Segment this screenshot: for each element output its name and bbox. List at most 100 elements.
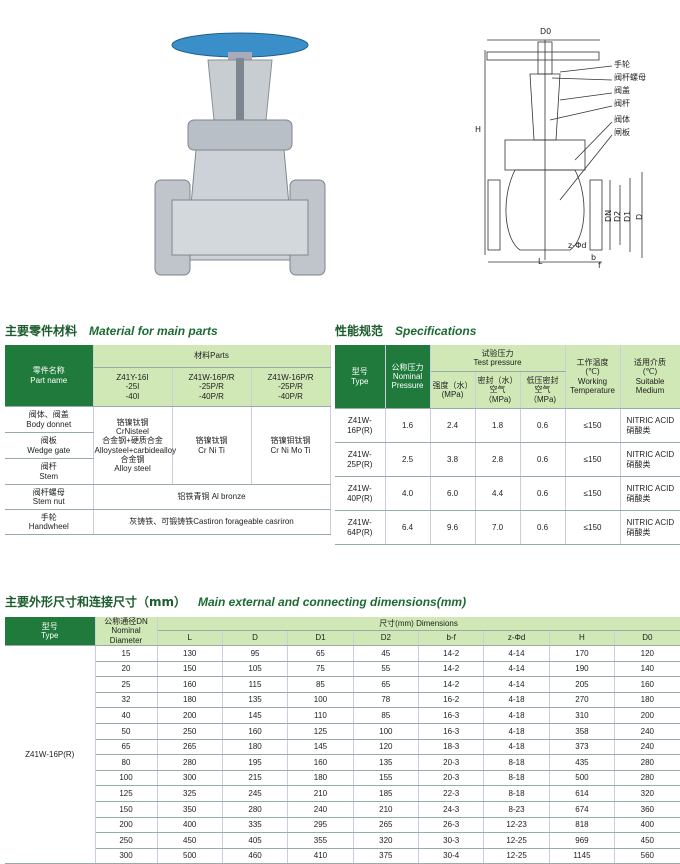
cell: 20 — [95, 661, 158, 678]
cell-text: 240 — [640, 726, 655, 736]
cell: 1.8 — [475, 408, 521, 443]
cell-text: Stem nut — [32, 497, 65, 506]
cell-text: 265 — [183, 742, 197, 752]
header-cell: L — [157, 630, 223, 646]
cell-text: 85 — [315, 679, 325, 689]
cell-text: 3.8 — [446, 454, 459, 464]
cell-text: 4-14 — [508, 679, 525, 689]
cell: ≤150 — [565, 442, 621, 477]
cell: 265 — [353, 817, 420, 834]
header-cell: 低压密封 空气（MPa) — [520, 371, 566, 409]
cell-text: -25P/R — [278, 382, 303, 392]
cell-text: 145 — [313, 742, 328, 752]
cell-text: 250 — [119, 835, 133, 845]
cell: 150 — [95, 801, 158, 818]
cell-text: Type — [351, 376, 369, 386]
cell-text: D — [252, 633, 258, 643]
cell-text: 200 — [183, 711, 197, 721]
cell-text: Z41W-16P/R — [188, 373, 235, 383]
specifications-table: 型号 Type 公称压力 Nominal Pressure 试验压力 Test pressu… — [335, 345, 680, 545]
cell: 200 — [95, 817, 158, 834]
cell: 铬镍钛钢 Cr Ni Ti — [172, 406, 252, 485]
cell: 4-18 — [483, 692, 550, 709]
cell-text: 50 — [121, 726, 131, 736]
cell-text: 强度（水） — [432, 380, 473, 390]
cell: 50 — [95, 723, 158, 740]
cell-text: 公称通径DN — [104, 617, 148, 627]
cell-text: 200 — [119, 820, 133, 830]
cell-text: 22-3 — [443, 789, 460, 799]
cell: 4-14 — [483, 676, 550, 693]
cell-text: Nominal — [111, 626, 141, 636]
cell-text: 160 — [183, 679, 197, 689]
cell: 阀杆螺母 Stem nut — [5, 484, 94, 510]
cell: 灰铸铁、可锻铸铁Castiron forageable casriron — [93, 509, 331, 535]
cell: 4-18 — [483, 723, 550, 740]
table-body: 型号 Type 公称压力 Nominal Pressure 试验压力 Test pressu… — [335, 345, 680, 545]
cell-text: Z41W-25P(R) — [347, 450, 373, 469]
cell: 铝铁青铜 Al bronze — [93, 484, 331, 510]
illustrations — [154, 32, 643, 276]
cell-text: 280 — [640, 773, 655, 783]
cell-text: 6.4 — [401, 522, 414, 532]
cell-text: 30-3 — [443, 835, 460, 845]
materials-table: 零件名称 Part name 材料Parts Z41Y-16I -25I -40I Z41W… — [5, 345, 331, 535]
cell: 2.8 — [475, 442, 521, 477]
cell-text: 合金钢 — [120, 454, 145, 464]
cell-text: 12-25 — [506, 851, 527, 861]
cell: 1145 — [549, 848, 616, 864]
cell-text: 310 — [575, 711, 589, 721]
cell: 6.0 — [430, 476, 476, 511]
cell: 4-18 — [483, 739, 550, 756]
header-cell: H — [549, 630, 616, 646]
cell: 14-2 — [418, 661, 485, 678]
cell: 818 — [549, 817, 616, 834]
header-row: 型号 Type 公称通径DN Nominal Diameter 尺寸(mm) Dimens… — [5, 617, 680, 646]
cell: 300 — [95, 848, 158, 864]
cell-text: 460 — [248, 851, 262, 861]
cell-text: 公称压力 — [391, 362, 424, 372]
cell: 240 — [614, 723, 680, 740]
cell-text: 低压密封 — [526, 376, 559, 386]
cell-text: 150 — [119, 804, 133, 814]
cell-text: ≤150 — [583, 522, 602, 532]
cell: 120 — [614, 645, 680, 662]
cell: 614 — [549, 785, 616, 802]
cell: 100 — [353, 723, 420, 740]
cell: 674 — [549, 801, 616, 818]
cell-text: 阀体、阀盖 — [28, 410, 69, 420]
header-cell: 公称通径DN Nominal Diameter — [95, 617, 158, 646]
cell: 500 — [157, 848, 223, 864]
section-title: 主要外形尺寸和连接尺寸（mm） Main external and connect… — [5, 593, 478, 610]
cell: NITRIC ACID 硝酸类 — [620, 510, 680, 545]
cell-text: 铝铁青铜 Al bronze — [177, 492, 246, 502]
cell: 20-3 — [418, 770, 485, 787]
header-cell: 尺寸(mm) Dimensions — [157, 617, 680, 631]
cell-text: 2.4 — [446, 420, 459, 430]
cell-text: D0 — [642, 633, 653, 643]
cell-text: 14-2 — [443, 648, 460, 658]
cell: 125 — [95, 785, 158, 802]
header-cell: 公称压力 Nominal Pressure — [385, 345, 431, 409]
cell: 500 — [549, 770, 616, 787]
cell: Z41W-25P(R) — [335, 442, 386, 477]
header-cell: 试验压力 Test pressure — [430, 345, 566, 372]
cell: 65 — [353, 676, 420, 693]
cell-text: 190 — [575, 664, 589, 674]
cell-text: 14-2 — [443, 679, 460, 689]
cell: 100 — [287, 692, 354, 709]
cell: 240 — [287, 801, 354, 818]
cell: 180 — [287, 770, 354, 787]
header-row: 零件名称 Part name 材料Parts — [5, 345, 331, 407]
cell-text: 320 — [379, 835, 393, 845]
cell-text: 560 — [640, 851, 655, 861]
cell: 16-2 — [418, 692, 485, 709]
cell-text: Working — [577, 376, 608, 386]
header-cell: 零件名称 Part name — [5, 345, 94, 407]
cell-text: 18-3 — [443, 742, 460, 752]
cell-text: 12-25 — [506, 835, 527, 845]
cell-text: 240 — [313, 804, 328, 814]
cell-text: 材料Parts — [194, 351, 229, 361]
drawing-label: DN — [604, 209, 613, 222]
